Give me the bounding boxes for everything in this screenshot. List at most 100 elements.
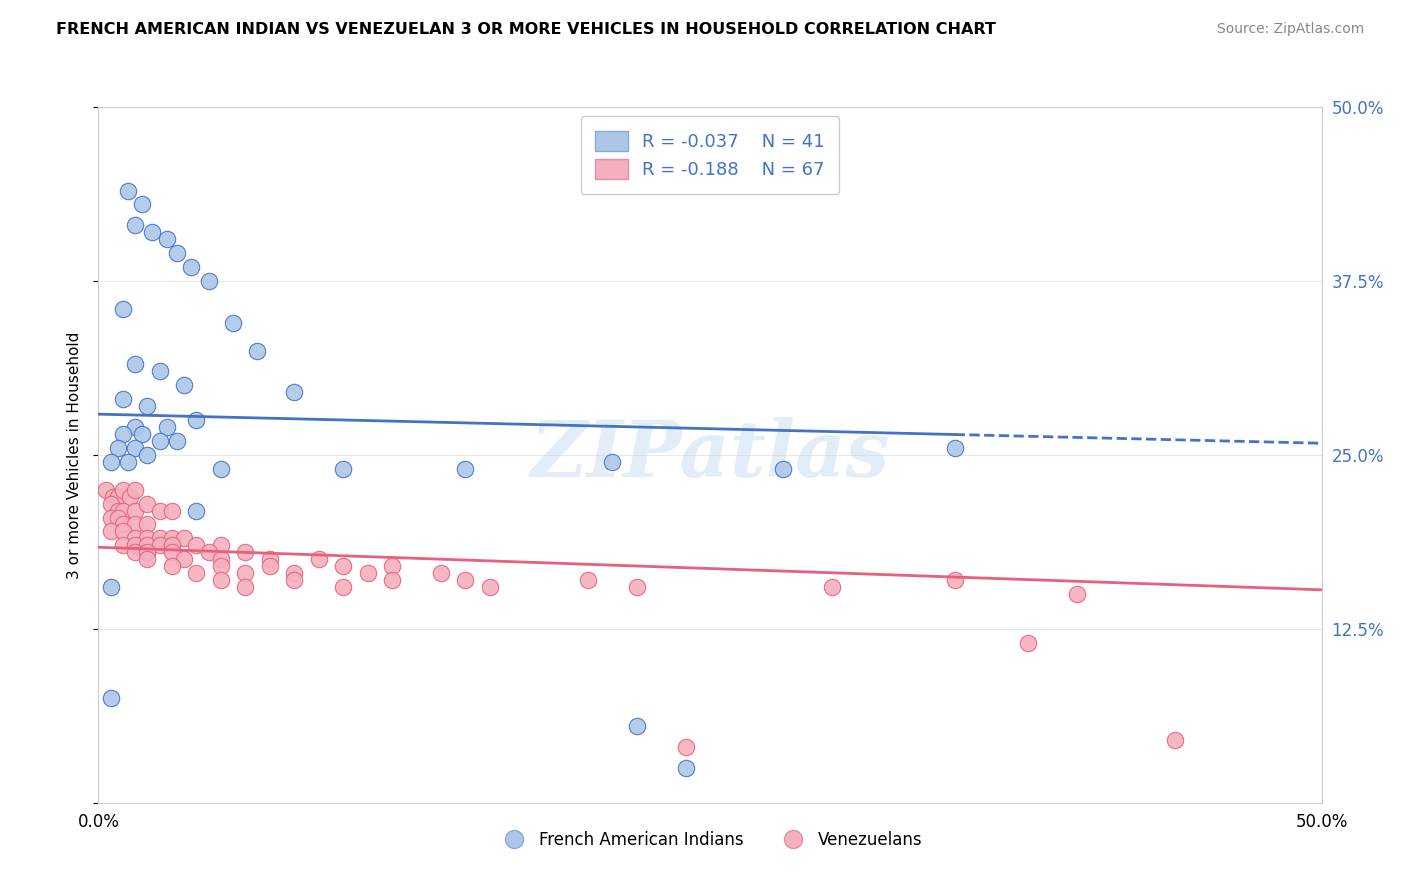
Point [101,490,124,504]
Point [131,197,153,211]
Point [100,580,122,594]
Point [124,420,146,434]
Point [454,573,477,587]
Point [136,538,159,552]
Point [332,580,354,594]
Point [1164,733,1187,747]
Point [131,427,153,442]
Point [600,455,623,469]
Point [283,566,305,581]
Point [233,545,256,559]
Point [772,462,794,476]
Point [107,503,129,517]
Point [149,538,172,552]
Point [111,517,134,532]
Point [1066,587,1088,601]
Point [197,545,219,559]
Point [166,434,188,448]
Point [136,448,159,462]
Point [209,552,232,566]
Text: ZIPatlas: ZIPatlas [530,417,890,493]
Point [111,427,134,442]
Point [233,566,256,581]
Point [166,246,188,260]
Point [111,301,134,316]
Point [124,219,146,233]
Point [626,580,648,594]
Point [675,761,697,775]
Point [246,343,269,358]
Point [149,434,172,448]
Point [1017,636,1039,650]
Point [136,399,159,413]
Point [209,462,232,476]
Point [156,420,179,434]
Point [160,559,183,574]
Point [120,490,142,504]
Point [160,503,183,517]
Point [149,364,172,378]
Point [107,510,129,524]
Point [283,573,305,587]
Point [111,538,134,552]
Point [124,358,146,372]
Point [117,455,139,469]
Point [209,573,232,587]
Point [100,455,122,469]
Point [675,740,697,755]
Point [186,538,208,552]
Point [100,497,122,511]
Point [111,392,134,407]
Point [943,573,966,587]
Point [136,497,159,511]
Point [943,441,966,455]
Point [332,462,354,476]
Point [124,503,146,517]
Point [259,559,281,574]
Point [222,316,245,330]
Point [136,545,159,559]
Point [141,225,163,239]
Point [186,503,208,517]
Point [136,532,159,546]
Y-axis label: 3 or more Vehicles in Household: 3 or more Vehicles in Household [67,331,83,579]
Point [100,510,122,524]
Point [209,538,232,552]
Point [173,378,195,392]
Point [111,503,134,517]
Point [209,559,232,574]
Point [94,483,117,497]
Point [356,566,378,581]
Point [117,184,139,198]
Point [173,552,195,566]
Point [233,580,256,594]
Point [160,538,183,552]
Point [821,580,844,594]
Point [149,532,172,546]
Point [381,573,404,587]
Point [124,483,146,497]
Point [124,441,146,455]
Point [180,260,202,274]
Point [308,552,330,566]
Point [478,580,501,594]
Point [136,545,159,559]
Point [136,517,159,532]
Point [173,532,195,546]
Point [430,566,453,581]
Text: Source: ZipAtlas.com: Source: ZipAtlas.com [1216,22,1364,37]
Point [332,559,354,574]
Point [197,274,219,288]
Point [160,532,183,546]
Point [381,559,404,574]
Point [124,545,146,559]
Point [107,490,129,504]
Point [124,517,146,532]
Point [283,385,305,400]
Point [124,532,146,546]
Point [160,545,183,559]
Point [259,552,281,566]
Point [186,413,208,427]
Point [100,524,122,539]
Point [100,691,122,706]
